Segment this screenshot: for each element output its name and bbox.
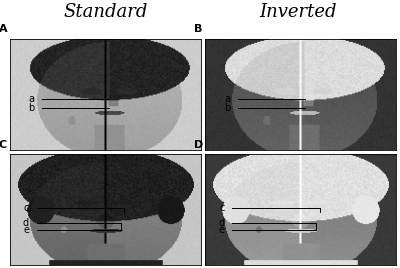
Text: B: B — [194, 24, 202, 34]
Text: D: D — [194, 140, 203, 150]
Text: a: a — [224, 94, 230, 104]
Text: A: A — [0, 24, 7, 34]
Text: Standard: Standard — [64, 3, 148, 21]
Text: d: d — [23, 218, 29, 228]
Text: e: e — [23, 225, 29, 235]
Text: b: b — [224, 103, 230, 113]
Text: c: c — [24, 203, 29, 213]
Text: C: C — [0, 140, 7, 150]
Text: a: a — [29, 94, 35, 104]
Text: Inverted: Inverted — [259, 3, 337, 21]
Text: b: b — [28, 103, 35, 113]
Text: c: c — [219, 203, 224, 213]
Text: d: d — [218, 218, 224, 228]
Text: e: e — [218, 225, 224, 235]
